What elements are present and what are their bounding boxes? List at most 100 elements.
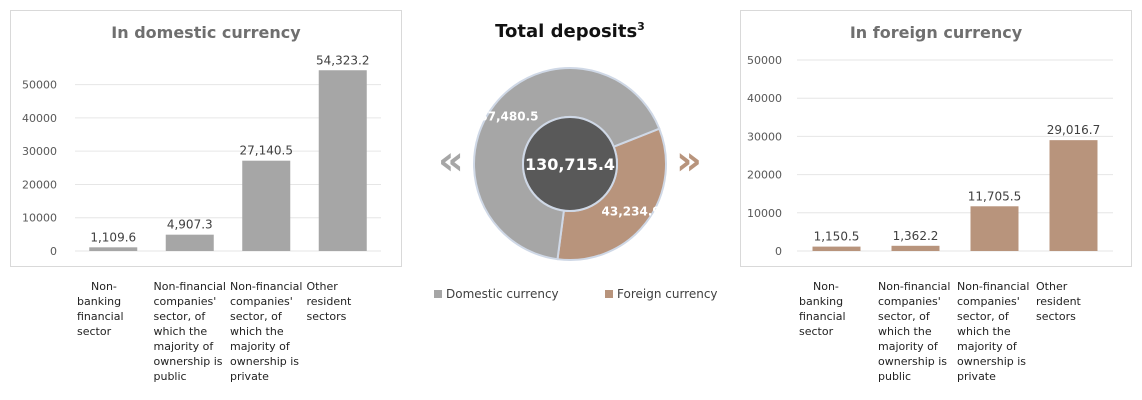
foreign-data-label: 29,016.7 [1047, 123, 1100, 137]
domestic-category-label: Non-financial companies' sector, of which t… [154, 279, 229, 384]
domestic-category-line: ownership is [230, 355, 300, 368]
donut-title-text: Total deposits [495, 21, 638, 42]
domestic-category-line: Other [306, 280, 338, 293]
foreign-category-line: majority of [878, 340, 938, 353]
domestic-category-line: resident [306, 295, 352, 308]
domestic-category-line: ownership is [153, 355, 223, 368]
legend-domestic-swatch [434, 290, 442, 298]
domestic-ytick-label: 20000 [22, 178, 57, 191]
domestic-category-line: Non-financial [153, 280, 226, 293]
foreign-bar [970, 206, 1019, 251]
foreign-category-line: companies' [878, 295, 941, 308]
foreign-category-line: sector [799, 325, 834, 338]
domestic-ytick-label: 10000 [22, 212, 57, 225]
foreign-category-line: ownership is [878, 355, 948, 368]
domestic-category-line: banking [77, 295, 122, 308]
foreign-category-line: which the [878, 325, 932, 338]
foreign-bar [1049, 140, 1098, 251]
domestic-category-line: majority of [230, 340, 290, 353]
domestic-category-line: companies' [230, 295, 293, 308]
foreign-category-label: Non-banking financial sector [799, 279, 876, 339]
donut-center [522, 116, 618, 212]
foreign-category-line: Other [1036, 280, 1068, 293]
domestic-category-line: which the [153, 325, 208, 338]
foreign-chart-panel: In foreign currency 0 10000 20000 30000 4000… [740, 10, 1132, 267]
legend-domestic-label: Domestic currency [446, 287, 559, 301]
domestic-category-line: public [153, 370, 187, 383]
donut-slice-label: 43,234.9 [602, 205, 661, 219]
domestic-category-line: private [230, 370, 269, 383]
foreign-category-line: banking [799, 295, 844, 308]
donut-title-superscript: 3 [637, 20, 645, 33]
foreign-category-label: Non-financial companies' sector, of which t… [878, 279, 955, 384]
foreign-category-label: Non-financial companies' sector, of which t… [957, 279, 1034, 384]
legend-foreign-swatch [605, 290, 613, 298]
domestic-category-label: Other resident sectors [307, 279, 382, 324]
domestic-category-label: Non-banking financial sector [77, 279, 152, 339]
foreign-category-line: Non-financial [878, 280, 951, 293]
domestic-ytick-label: 40000 [22, 112, 57, 125]
domestic-category-line: sector [77, 325, 112, 338]
foreign-category-line: ownership is [957, 355, 1027, 368]
foreign-category-line: sectors [1036, 310, 1076, 323]
foreign-category-line: companies' [957, 295, 1020, 308]
foreign-category-line: resident [1036, 295, 1081, 308]
foreign-data-label: 1,150.5 [814, 230, 860, 244]
total-deposits-title: Total deposits3 [420, 20, 720, 42]
domestic-bar [242, 160, 291, 251]
foreign-ytick-label: 50000 [747, 54, 782, 67]
domestic-category-line: Non-financial [230, 280, 303, 293]
foreign-ytick-label: 20000 [747, 169, 782, 182]
foreign-chart-title: In foreign currency [849, 23, 1023, 42]
foreign-data-label: 11,705.5 [968, 189, 1021, 203]
legend-domestic: Domestic currency [434, 287, 559, 301]
domestic-category-line: which the [230, 325, 284, 338]
domestic-category-line: financial [77, 310, 124, 323]
domestic-category-line: sectors [306, 310, 347, 323]
foreign-category-line: majority of [957, 340, 1017, 353]
domestic-bar [89, 247, 138, 251]
domestic-category-label: Non-financial companies' sector, of which t… [230, 279, 305, 384]
right-chevron-icon: » [676, 138, 702, 184]
foreign-ytick-label: 30000 [747, 130, 782, 143]
donut-center-label: 130,715.4 [525, 155, 615, 174]
foreign-ytick-label: 0 [775, 245, 782, 258]
domestic-chart-title: In domestic currency [111, 23, 301, 42]
domestic-category-line: majority of [153, 340, 214, 353]
foreign-category-label: Other resident sectors [1036, 279, 1113, 324]
foreign-category-line: Non- [813, 280, 839, 293]
foreign-bar [891, 245, 940, 251]
foreign-category-line: Non-financial [957, 280, 1030, 293]
domestic-data-label: 54,323.2 [316, 53, 369, 67]
domestic-category-line: sector, of [230, 310, 282, 323]
foreign-category-line: financial [799, 310, 846, 323]
foreign-category-line: sector, of [878, 310, 930, 323]
foreign-ytick-label: 10000 [747, 207, 782, 220]
foreign-data-label: 1,362.2 [893, 229, 939, 243]
foreign-bar-chart: 0 10000 20000 30000 40000 50000 1,150.5 1,362.2… [747, 54, 1113, 258]
domestic-bar [318, 70, 367, 252]
domestic-category-line: sector, of [153, 310, 206, 323]
legend-foreign-label: Foreign currency [617, 287, 718, 301]
domestic-data-label: 27,140.5 [240, 144, 293, 158]
foreign-bar [812, 246, 861, 251]
foreign-ytick-label: 40000 [747, 92, 782, 105]
domestic-data-label: 4,907.3 [167, 218, 213, 232]
left-chevron-icon: « [438, 138, 464, 184]
foreign-category-line: private [957, 370, 996, 383]
foreign-category-line: public [878, 370, 912, 383]
domestic-ytick-label: 30000 [22, 145, 57, 158]
domestic-bar [165, 234, 214, 251]
donut-slice-label: 87,480.5 [479, 109, 538, 123]
legend-foreign: Foreign currency [605, 287, 718, 301]
domestic-bar-chart: 0 10000 20000 30000 40000 50000 1,109.6 4,907.3… [22, 53, 381, 258]
domestic-chart-panel: In domestic currency 0 10000 20000 30000 400… [10, 10, 402, 267]
foreign-category-line: sector, of [957, 310, 1009, 323]
domestic-ytick-label: 0 [50, 245, 57, 258]
domestic-category-line: Non- [91, 280, 117, 293]
domestic-category-line: companies' [153, 295, 217, 308]
domestic-ytick-label: 50000 [22, 79, 57, 92]
foreign-category-line: which the [957, 325, 1011, 338]
domestic-data-label: 1,109.6 [90, 230, 136, 244]
